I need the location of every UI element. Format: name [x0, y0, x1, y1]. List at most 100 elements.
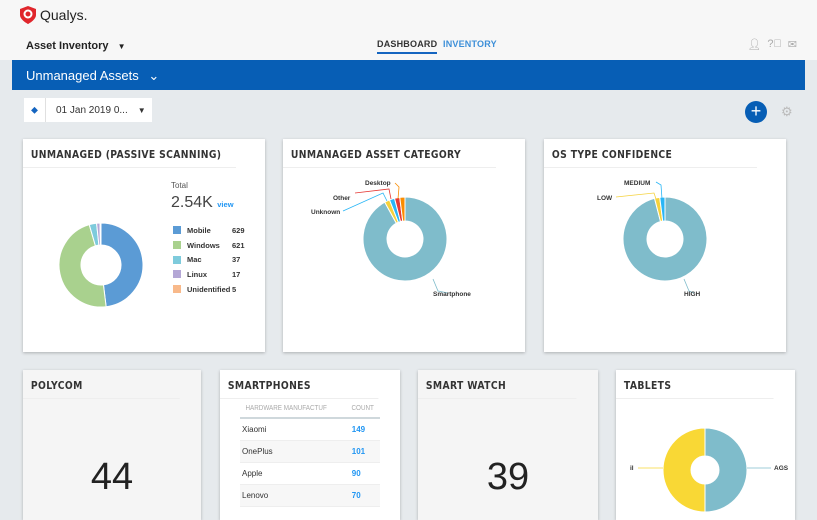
legend-item[interactable]: Mac 37	[173, 252, 245, 267]
count-cell[interactable]: 70	[349, 484, 380, 507]
legend-value: 629	[232, 225, 245, 235]
widget-title: POLYCOM	[23, 370, 180, 399]
qualys-logo[interactable]: Qualys.	[20, 6, 87, 24]
tablets-donut	[638, 427, 771, 513]
widget-title: OS TYPE CONFIDENCE	[544, 139, 757, 168]
legend-value: 37	[232, 255, 241, 265]
chevron-down-icon: ⌄	[148, 68, 160, 83]
widget-os-confidence: OS TYPE CONFIDENCE MEDIUM LOW HIGH	[544, 139, 786, 352]
donut-slice[interactable]	[622, 196, 708, 282]
widget-asset-category: UNMANAGED ASSET CATEGORY Desktop Other U…	[283, 139, 525, 352]
caret-down-icon: ▼	[117, 42, 126, 51]
legend-swatch	[173, 270, 181, 279]
add-widget-button[interactable]: +	[745, 101, 767, 123]
donut-slice[interactable]	[100, 222, 144, 308]
brand-name: Qualys.	[40, 7, 88, 23]
legend-item[interactable]: Linux 17	[173, 267, 245, 282]
legend-swatch	[173, 241, 181, 250]
donut-slice[interactable]	[662, 427, 706, 513]
count-cell[interactable]: 90	[349, 462, 380, 485]
legend-value: 621	[232, 240, 245, 250]
qualys-shield-icon	[20, 6, 36, 24]
app-name: Asset Inventory	[26, 40, 109, 52]
count-cell[interactable]: 101	[349, 440, 380, 463]
widget-smartphones: SMARTPHONES HARDWARE MANUFACTUF COUNT Xia…	[220, 370, 400, 520]
donut-slice[interactable]	[58, 224, 107, 308]
legend-label: Mobile	[187, 225, 211, 235]
date-filter-value: 01 Jan 2019 0...	[56, 104, 128, 116]
label-high: HIGH	[684, 291, 701, 298]
label-desktop: Desktop	[365, 180, 391, 187]
donut-slice[interactable]	[362, 196, 448, 282]
label-low: LOW	[597, 195, 613, 202]
table-row[interactable]: Lenovo 70	[240, 484, 380, 507]
polycom-count: 44	[90, 456, 134, 498]
view-link[interactable]: view	[217, 200, 234, 209]
legend: Mobile 629 Windows 621 Mac 37 Linux 17 Unidentif…	[173, 223, 245, 296]
tab-inventory[interactable]: INVENTORY	[443, 39, 497, 49]
smartphones-table: HARDWARE MANUFACTUF COUNT Xiaomi 149 OnePlu…	[240, 400, 380, 507]
tab-dashboard[interactable]: DASHBOARD	[377, 39, 438, 54]
category-donut	[342, 182, 449, 294]
total-label: Total	[171, 181, 188, 190]
label-ags: AGS	[774, 465, 789, 472]
leader-line	[615, 192, 657, 200]
widget-title: UNMANAGED (PASSIVE SCANNING)	[23, 139, 236, 168]
leader-line	[354, 188, 392, 200]
total-value: 2.54K	[171, 194, 213, 211]
legend-item[interactable]: Unidentified 5	[173, 282, 245, 297]
manufacturer-cell: Xiaomi	[240, 418, 350, 441]
widget-title: UNMANAGED ASSET CATEGORY	[283, 139, 496, 168]
legend-swatch	[173, 285, 181, 294]
manufacturer-cell: Apple	[240, 462, 350, 485]
widget-title: SMARTPHONES	[220, 370, 379, 399]
legend-value: 5	[232, 284, 237, 294]
legend-swatch	[173, 226, 181, 235]
label-il: il	[630, 465, 634, 472]
widget-passive-scanning: UNMANAGED (PASSIVE SCANNING) Total 2.54K…	[23, 139, 265, 352]
legend-value: 17	[232, 269, 241, 279]
os-donut	[615, 181, 708, 294]
leader-line	[342, 192, 388, 212]
dashboard-selector[interactable]: Unmanaged Assets ⌄	[12, 60, 805, 90]
legend-item[interactable]: Windows 621	[173, 238, 245, 253]
donut-slice[interactable]	[399, 196, 406, 222]
label-smartphone: Smartphone	[433, 291, 471, 298]
app-selector[interactable]: Asset Inventory ▼	[26, 40, 126, 52]
passive-donut	[58, 222, 144, 308]
caret-down-icon: ▼	[137, 105, 146, 115]
widget-polycom: POLYCOM 44	[23, 370, 201, 520]
legend-label: Linux	[187, 269, 207, 279]
mail-icon[interactable]: ✉	[787, 39, 797, 51]
column-header[interactable]: HARDWARE MANUFACTUF	[245, 400, 345, 419]
legend-label: Windows	[187, 240, 220, 250]
widget-title: SMART WATCH	[418, 370, 577, 399]
legend-swatch	[173, 255, 181, 264]
manufacturer-cell: Lenovo	[240, 484, 350, 507]
leader-line	[683, 278, 695, 294]
label-unknown: Unknown	[311, 209, 341, 216]
gear-icon[interactable]: ⚙	[781, 104, 793, 119]
legend-label: Mac	[187, 255, 202, 265]
table-row[interactable]: Xiaomi 149	[240, 418, 380, 441]
tag-icon[interactable]: ⬥	[24, 98, 46, 122]
count-cell[interactable]: 149	[349, 418, 380, 441]
date-filter[interactable]: ⬥ 01 Jan 2019 0... ▼	[24, 98, 152, 122]
donut-slice[interactable]	[99, 222, 102, 246]
leader-line	[394, 182, 400, 200]
column-header[interactable]: COUNT	[351, 400, 379, 419]
table-row[interactable]: Apple 90	[240, 462, 380, 485]
legend-item[interactable]: Mobile 629	[173, 223, 245, 238]
legend-label: Unidentified	[187, 284, 231, 294]
dashboard-title: Unmanaged Assets	[26, 68, 139, 83]
donut-slice[interactable]	[704, 427, 748, 513]
manufacturer-cell: OnePlus	[240, 440, 350, 463]
widget-tablets: TABLETS il AGS	[616, 370, 795, 520]
leader-line	[432, 278, 449, 294]
user-icon[interactable]: 👤︎	[747, 39, 762, 51]
table-row[interactable]: OnePlus 101	[240, 440, 380, 463]
help-icon[interactable]: ?⃝	[767, 38, 782, 50]
label-other: Other	[333, 195, 351, 202]
top-header	[0, 0, 817, 60]
widget-smart-watch: SMART WATCH 39	[418, 370, 598, 520]
